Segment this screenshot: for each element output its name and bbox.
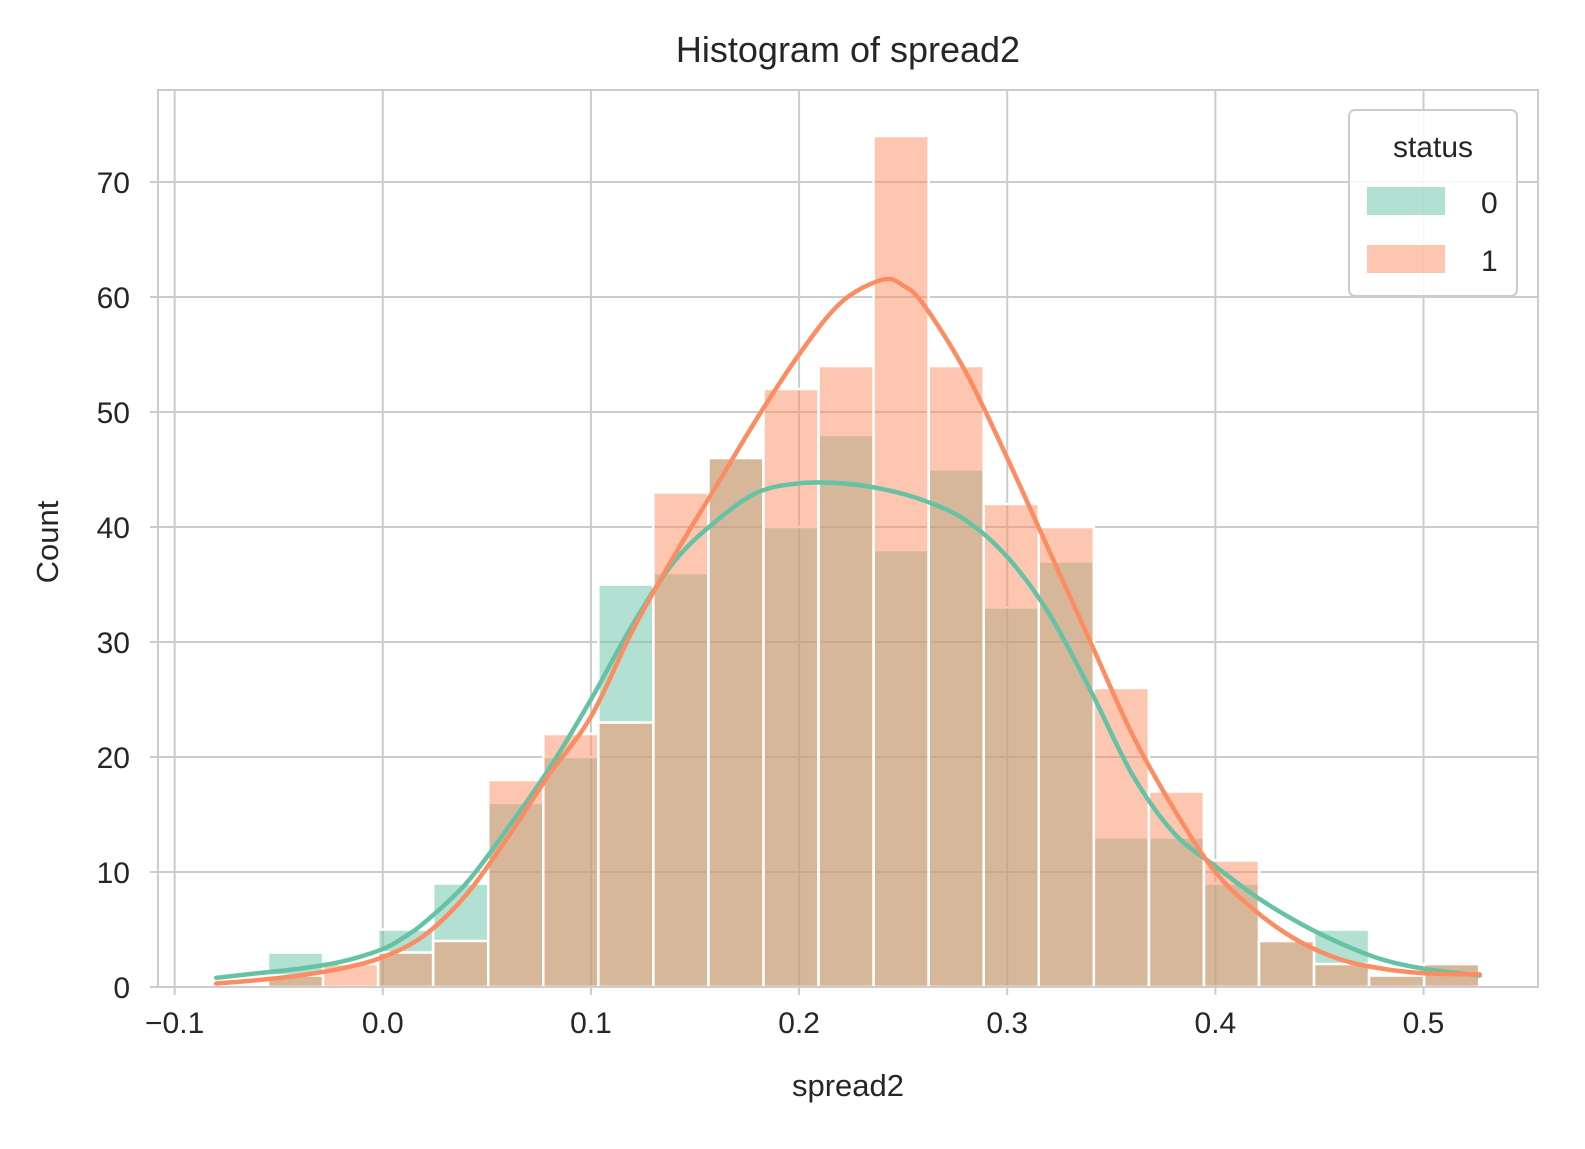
bar-series-1-bin-15 — [1037, 525, 1096, 989]
bars-series-1 — [266, 134, 1481, 989]
y-axis-ticks: 0 10 20 30 40 50 60 70 — [97, 167, 158, 1005]
legend-title: status — [1393, 131, 1473, 164]
bar-series-1-bin-7 — [597, 721, 655, 989]
bar-series-1-bin-12 — [872, 134, 930, 989]
bar-series-1-bin-11 — [817, 364, 875, 989]
bar-series-1-bin-4 — [431, 939, 490, 989]
y-axis-label: Count — [30, 500, 65, 583]
bar-series-1-bin-17 — [1147, 790, 1206, 989]
x-tick-label-2: 0.1 — [570, 1007, 612, 1040]
y-tick-label-7: 70 — [97, 167, 130, 200]
chart-title: Histogram of spread2 — [676, 29, 1020, 70]
y-tick-label-5: 50 — [97, 397, 130, 430]
x-axis-ticks: −0.1 0.0 0.1 0.2 0.3 0.4 0.5 — [145, 987, 1444, 1040]
y-tick-label-4: 40 — [97, 512, 130, 545]
legend-swatch-1 — [1367, 245, 1445, 273]
bar-series-1-bin-20 — [1312, 962, 1371, 989]
x-tick-label-1: 0.0 — [362, 1007, 404, 1040]
bar-series-1-bin-9 — [707, 456, 765, 989]
bar-series-1-bin-5 — [486, 778, 545, 989]
bar-series-1-bin-13 — [927, 364, 985, 989]
plot-frame — [157, 89, 1539, 988]
y-tick-label-1: 10 — [97, 857, 130, 890]
x-tick-label-5: 0.4 — [1195, 1007, 1237, 1040]
bar-series-1-bin-19 — [1257, 939, 1316, 989]
legend-label-0: 0 — [1481, 187, 1498, 220]
x-tick-label-4: 0.3 — [986, 1007, 1028, 1040]
x-tick-label-3: 0.2 — [778, 1007, 820, 1040]
x-tick-label-6: 0.5 — [1403, 1007, 1445, 1040]
y-tick-label-6: 60 — [97, 282, 130, 315]
legend-label-1: 1 — [1481, 245, 1498, 278]
kde-curves — [214, 276, 1482, 986]
kde-line-series-0 — [214, 480, 1482, 981]
bar-series-1-bin-14 — [982, 502, 1041, 989]
legend-swatch-0 — [1367, 187, 1445, 215]
y-tick-label-3: 30 — [97, 627, 130, 660]
x-axis-label: spread2 — [792, 1068, 904, 1103]
bar-series-1-bin-21 — [1367, 974, 1426, 989]
y-tick-label-2: 20 — [97, 742, 130, 775]
bar-series-1-bin-8 — [652, 491, 710, 989]
bar-series-1-bin-16 — [1092, 686, 1151, 989]
bar-series-1-bin-10 — [762, 387, 820, 989]
y-tick-label-0: 0 — [113, 972, 130, 1005]
kde-line-series-1 — [214, 276, 1482, 986]
x-tick-label-0: −0.1 — [145, 1007, 204, 1040]
